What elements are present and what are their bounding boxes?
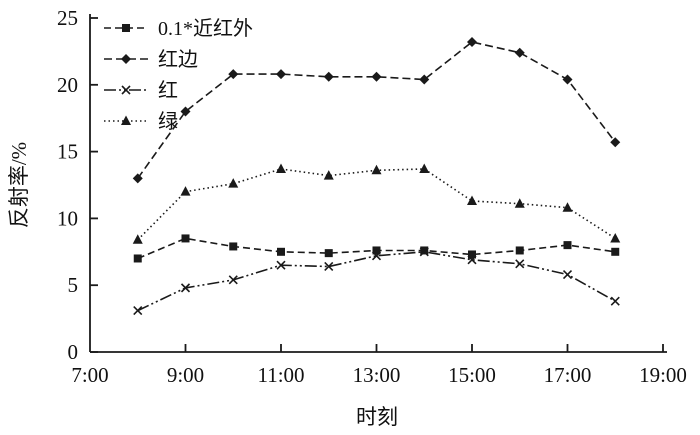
triangle-marker-icon — [467, 195, 477, 206]
triangle-marker-icon — [132, 234, 143, 244]
diamond-marker-icon — [467, 37, 477, 48]
triangle-marker-icon — [610, 232, 621, 243]
diamond-marker-icon — [419, 74, 430, 85]
diamond-marker-icon — [276, 69, 286, 80]
y-tick-label: 5 — [68, 273, 79, 297]
cross-marker-icon — [324, 261, 334, 272]
series-nir — [133, 234, 620, 263]
square-marker-icon — [122, 24, 130, 32]
diamond-marker-icon — [562, 74, 573, 85]
cross-marker-icon — [419, 247, 429, 257]
y-tick-label: 20 — [57, 73, 78, 97]
square-marker-icon — [515, 246, 524, 255]
triangle-marker-icon — [371, 164, 382, 175]
x-tick-label: 7:00 — [71, 363, 108, 387]
x-tick-label: 11:00 — [257, 363, 304, 387]
legend-label: 红 — [158, 79, 178, 102]
legend-label: 绿 — [158, 110, 178, 133]
square-marker-icon — [277, 247, 285, 256]
x-axis-title: 时刻 — [356, 405, 398, 429]
square-marker-icon — [420, 246, 429, 255]
cross-marker-icon — [562, 269, 573, 280]
series-red — [133, 247, 620, 316]
triangle-marker-icon — [323, 170, 334, 180]
square-marker-icon — [611, 247, 620, 256]
series-line-red-edge — [137, 41, 616, 179]
y-tick-label: 0 — [68, 340, 79, 364]
y-tick-label: 15 — [57, 140, 78, 164]
x-tick-label: 19:00 — [639, 363, 687, 387]
series-line-green — [137, 168, 616, 241]
square-marker-icon — [372, 246, 381, 255]
cross-marker-icon — [228, 275, 238, 285]
diamond-marker-icon — [228, 69, 239, 80]
square-marker-icon — [133, 254, 142, 263]
legend-item-nir: 0.1*近红外 — [104, 17, 253, 40]
square-marker-icon — [563, 241, 572, 250]
triangle-marker-icon — [419, 163, 430, 173]
legend-item-red-edge: 红边 — [104, 48, 198, 71]
plot-area: 0 5 10 15 20 25 7:00 9:00 11:00 13:00 15:00 17:00 19… — [57, 6, 687, 387]
cross-marker-icon — [371, 251, 382, 261]
square-marker-icon — [181, 234, 190, 243]
diamond-marker-icon — [180, 106, 191, 117]
square-marker-icon — [468, 250, 476, 259]
x-tick-label: 15:00 — [448, 363, 496, 387]
diamond-marker-icon — [610, 137, 621, 148]
square-marker-icon — [324, 249, 333, 258]
cross-marker-icon — [180, 283, 191, 293]
triangle-marker-icon — [180, 186, 191, 196]
triangle-marker-icon — [562, 202, 573, 212]
triangle-marker-icon — [514, 198, 525, 208]
diamond-marker-icon — [121, 54, 131, 64]
legend-item-green: 绿 — [104, 110, 178, 133]
diamond-marker-icon — [323, 71, 334, 82]
triangle-marker-icon — [121, 115, 131, 125]
cross-marker-icon — [133, 306, 143, 316]
legend-item-red: 红 — [104, 79, 178, 102]
y-axis-title: 反射率/% — [7, 142, 31, 228]
legend-label: 红边 — [158, 48, 198, 71]
x-tick-label: 9:00 — [167, 363, 204, 387]
triangle-marker-icon — [228, 178, 239, 188]
series-line-red — [137, 250, 616, 312]
square-marker-icon — [229, 242, 238, 251]
cross-marker-icon — [610, 296, 620, 306]
cross-marker-icon — [121, 85, 131, 95]
cross-marker-icon — [276, 260, 286, 270]
diamond-marker-icon — [514, 47, 525, 58]
series-red-edge — [132, 37, 621, 184]
series-green — [132, 163, 621, 244]
y-tick-label: 10 — [57, 206, 78, 230]
legend-label: 0.1*近红外 — [158, 17, 253, 40]
y-tick-label: 25 — [57, 6, 78, 30]
diamond-marker-icon — [132, 173, 143, 184]
triangle-marker-icon — [276, 163, 286, 173]
cross-marker-icon — [467, 255, 477, 265]
diamond-marker-icon — [371, 71, 382, 82]
y-ticks: 0 5 10 15 20 25 — [57, 6, 98, 364]
x-tick-label: 17:00 — [544, 363, 592, 387]
x-tick-label: 13:00 — [353, 363, 401, 387]
x-ticks: 7:00 9:00 11:00 13:00 15:00 17:00 19:00 — [71, 344, 687, 387]
cross-marker-icon — [515, 259, 525, 269]
